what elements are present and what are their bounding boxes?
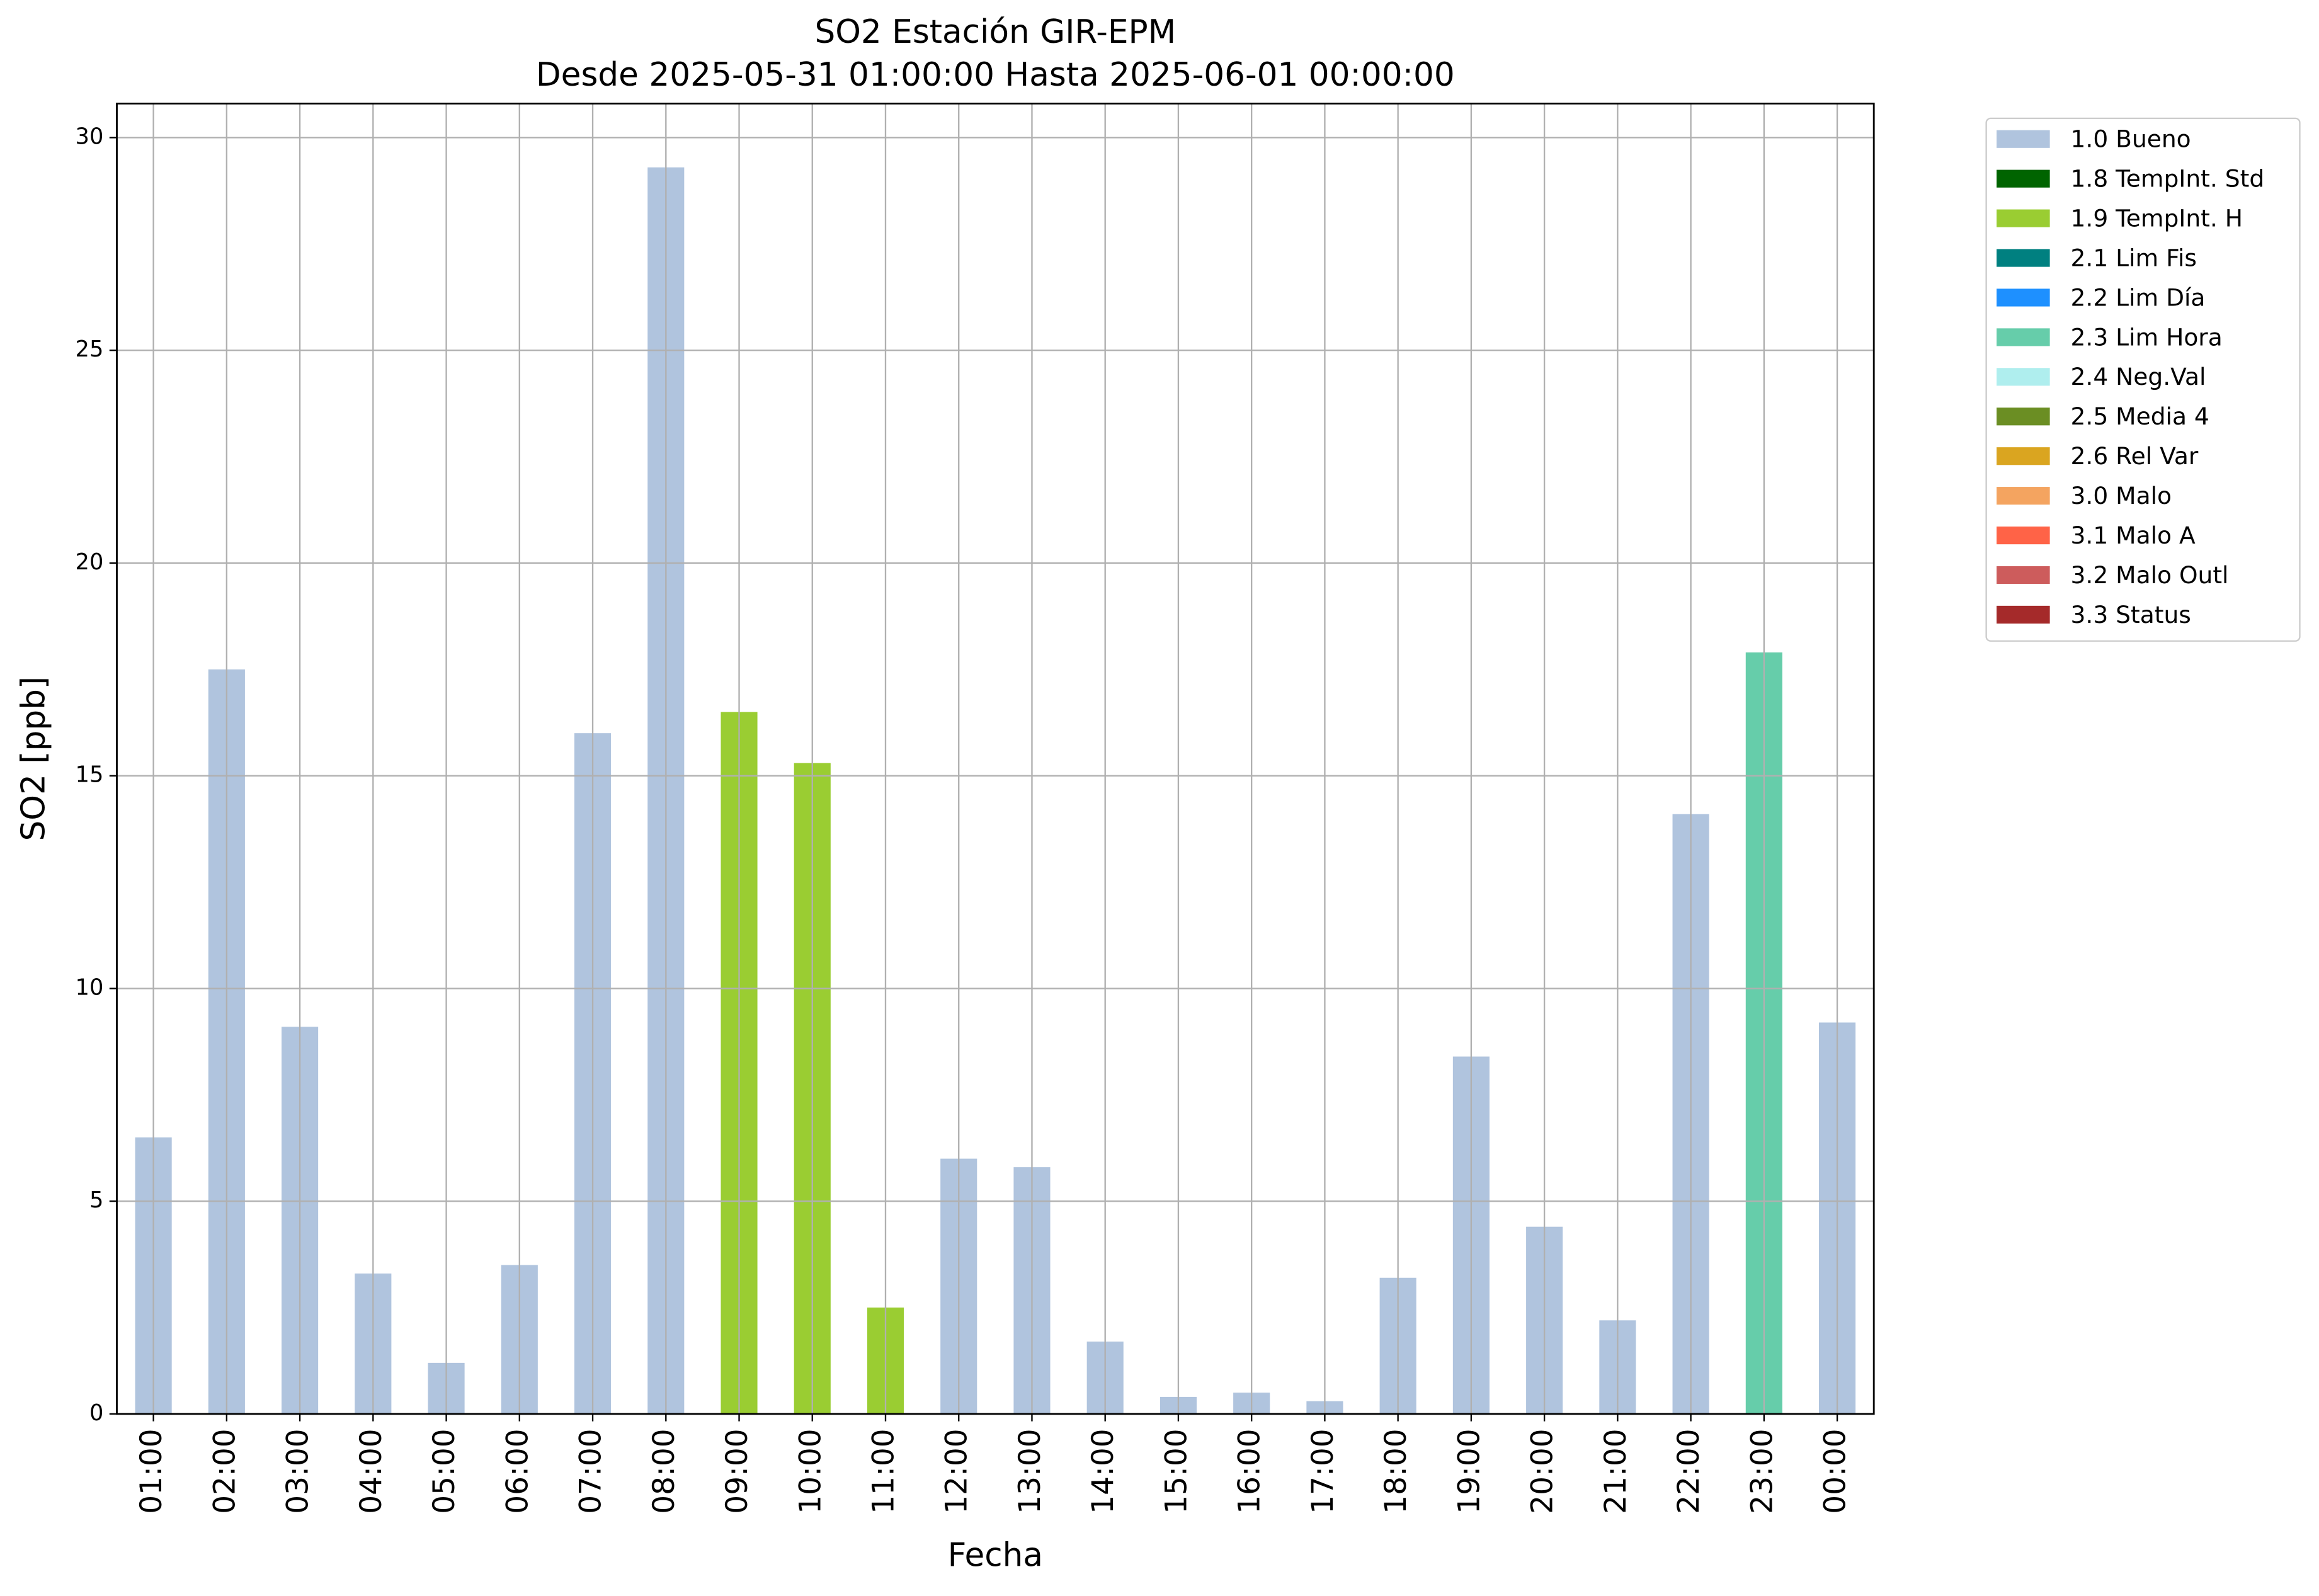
x-tick-label: 05:00 [427, 1428, 462, 1513]
legend-label: 2.2 Lim Día [2071, 283, 2206, 311]
x-tick-label: 19:00 [1452, 1428, 1486, 1513]
x-tick-label: 06:00 [500, 1428, 535, 1513]
x-tick-label: 11:00 [866, 1428, 901, 1513]
x-tick-label: 16:00 [1233, 1428, 1267, 1513]
y-tick-label: 15 [76, 762, 104, 788]
legend-swatch [1997, 249, 2050, 267]
x-tick-label: 21:00 [1598, 1428, 1633, 1513]
y-tick-label: 0 [89, 1400, 103, 1426]
legend-swatch [1997, 209, 2050, 227]
x-tick-label: 00:00 [1818, 1428, 1853, 1513]
x-tick-label: 08:00 [647, 1428, 681, 1513]
x-tick-label: 09:00 [720, 1428, 755, 1513]
chart-subtitle: Desde 2025-05-31 01:00:00 Hasta 2025-06-… [536, 56, 1455, 94]
legend-swatch [1997, 368, 2050, 386]
legend-swatch [1997, 130, 2050, 148]
legend-label: 3.3 Status [2071, 601, 2191, 629]
x-tick-label: 14:00 [1086, 1428, 1120, 1513]
legend-swatch [1997, 566, 2050, 584]
legend-label: 1.0 Bueno [2071, 125, 2191, 153]
x-tick-label: 18:00 [1379, 1428, 1413, 1513]
legend-swatch [1997, 169, 2050, 188]
x-tick-label: 03:00 [281, 1428, 316, 1513]
legend-label: 3.1 Malo A [2071, 522, 2196, 549]
x-tick-label: 13:00 [1013, 1428, 1047, 1513]
legend-swatch [1997, 288, 2050, 307]
legend-label: 3.0 Malo [2071, 482, 2172, 510]
x-tick-label: 15:00 [1159, 1428, 1194, 1513]
legend-swatch [1997, 328, 2050, 346]
x-tick-label: 02:00 [207, 1428, 242, 1513]
chart-title: SO2 Estación GIR-EPM [814, 13, 1176, 51]
x-tick-label: 07:00 [574, 1428, 608, 1513]
y-tick-label: 10 [76, 974, 104, 1000]
legend-swatch [1997, 408, 2050, 426]
legend-label: 3.2 Malo Outl [2071, 561, 2229, 589]
x-tick-label: 10:00 [793, 1428, 828, 1513]
x-tick-label: 04:00 [354, 1428, 389, 1513]
legend-label: 2.5 Media 4 [2071, 402, 2209, 430]
y-tick-label: 25 [76, 336, 104, 362]
legend-label: 2.3 Lim Hora [2071, 323, 2223, 351]
y-tick-label: 5 [89, 1187, 103, 1213]
x-tick-label: 20:00 [1525, 1428, 1560, 1513]
x-tick-label: 12:00 [940, 1428, 974, 1513]
x-tick-label: 22:00 [1672, 1428, 1706, 1513]
legend-swatch [1997, 526, 2050, 545]
plot-frame [116, 102, 1875, 1415]
legend-label: 1.8 TempInt. Std [2071, 165, 2265, 193]
x-axis-label: Fecha [948, 1537, 1043, 1575]
legend-label: 2.6 Rel Var [2071, 442, 2199, 470]
legend-box [1985, 117, 2301, 642]
legend-swatch [1997, 447, 2050, 465]
x-tick-label: 01:00 [134, 1428, 169, 1513]
legend-swatch [1997, 487, 2050, 505]
y-tick-label: 20 [76, 549, 104, 575]
legend-label: 2.1 Lim Fis [2071, 244, 2197, 271]
legend-label: 1.9 TempInt. H [2071, 204, 2243, 232]
x-tick-label: 23:00 [1745, 1428, 1779, 1513]
y-axis-label: SO2 [ppb] [14, 676, 52, 841]
y-tick-label: 30 [76, 123, 104, 149]
legend-label: 2.4 Neg.Val [2071, 363, 2206, 390]
x-tick-label: 17:00 [1306, 1428, 1340, 1513]
legend-swatch [1997, 605, 2050, 624]
